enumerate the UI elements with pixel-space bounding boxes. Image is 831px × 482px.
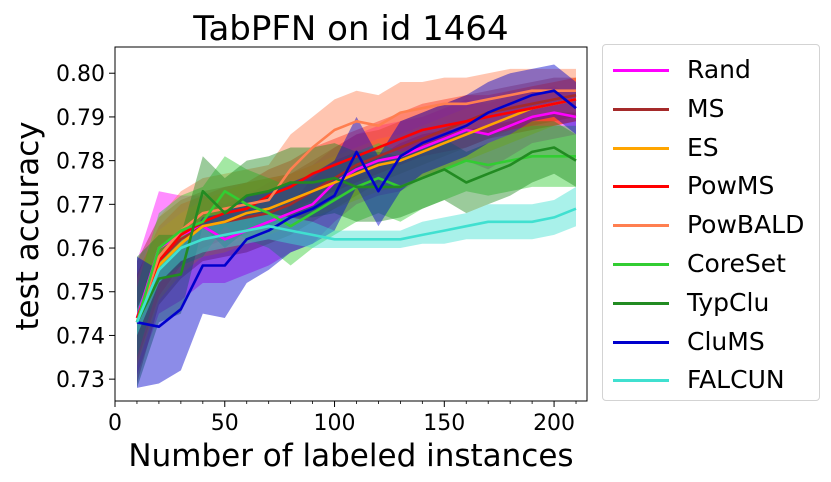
- legend-swatch-es: [613, 146, 669, 150]
- legend-label-rand: Rand: [687, 55, 751, 84]
- legend-item-clums: CluMS: [603, 323, 819, 362]
- y-tick-label: 0.73: [56, 368, 105, 393]
- legend-label-clums: CluMS: [687, 326, 765, 356]
- legend-label-coreset: CoreSet: [687, 249, 786, 278]
- legend-item-falcun: FALCUN: [603, 361, 819, 400]
- band-rand: [137, 86, 576, 375]
- legend-swatch-rand: [613, 69, 669, 72]
- x-tick-label: 200: [533, 411, 575, 436]
- legend-label-ms: MS: [687, 93, 725, 123]
- y-tick-label: 0.77: [56, 193, 105, 218]
- y-axis-label: test accuracy: [10, 121, 46, 330]
- y-tick-label: 0.79: [56, 106, 105, 131]
- line-clums: [136, 89, 577, 329]
- legend-item-es: ES: [603, 129, 819, 168]
- legend-item-ms: MS: [603, 90, 819, 129]
- legend-label-falcun: FALCUN: [687, 365, 785, 395]
- band-powbald: [137, 68, 576, 367]
- line-rand: [135, 111, 577, 319]
- line-typclu: [135, 146, 577, 323]
- legend-label-powbald: PowBALD: [687, 210, 805, 240]
- x-tick-label: 50: [211, 411, 239, 436]
- legend-item-powbald: PowBALD: [603, 206, 819, 245]
- band-falcun: [137, 186, 576, 336]
- legend-swatch-clums: [613, 340, 669, 344]
- y-tick-label: 0.75: [56, 281, 105, 306]
- legend-swatch-ms: [613, 107, 669, 111]
- line-powms: [135, 98, 577, 319]
- plot-frame: [114, 46, 588, 402]
- band-powms: [137, 77, 576, 362]
- line-falcun: [135, 207, 577, 323]
- chart-title: TabPFN on id 1464: [192, 9, 508, 49]
- legend-item-rand: Rand: [603, 51, 819, 90]
- legend: Rand MS ES PowMS PowBALD CoreSet TypClu CluMS FA…: [602, 44, 820, 401]
- y-tick-label: 0.80: [56, 62, 105, 87]
- legend-item-typclu: TypClu: [603, 284, 819, 323]
- x-tick-label: 0: [108, 411, 122, 436]
- x-tick-label: 150: [423, 411, 465, 436]
- line-es: [135, 98, 577, 323]
- band-typclu: [137, 121, 576, 388]
- legend-item-powms: PowMS: [603, 167, 819, 206]
- x-tick-label: 100: [314, 411, 356, 436]
- legend-label-es: ES: [687, 132, 719, 162]
- y-tick-label: 0.78: [56, 150, 105, 175]
- legend-swatch-powbald: [613, 224, 669, 228]
- legend-label-typclu: TypClu: [687, 287, 770, 317]
- band-clums: [137, 64, 576, 388]
- legend-swatch-powms: [613, 185, 669, 189]
- y-tick-label: 0.76: [56, 237, 105, 262]
- axes: 0 50 100 150 200 0.73 0.74 0.75 0.76 0.77 0.78 0.79…: [56, 46, 588, 436]
- y-tick-label: 0.74: [56, 324, 105, 349]
- band-es: [137, 77, 576, 366]
- legend-swatch-typclu: [613, 301, 669, 305]
- legend-item-coreset: CoreSet: [603, 245, 819, 284]
- legend-swatch-coreset: [613, 263, 669, 266]
- legend-swatch-falcun: [613, 379, 669, 383]
- series-lines: [135, 89, 577, 329]
- plot-area: [135, 64, 577, 388]
- legend-label-powms: PowMS: [687, 171, 775, 201]
- x-axis-label: Number of labeled instances: [128, 438, 573, 474]
